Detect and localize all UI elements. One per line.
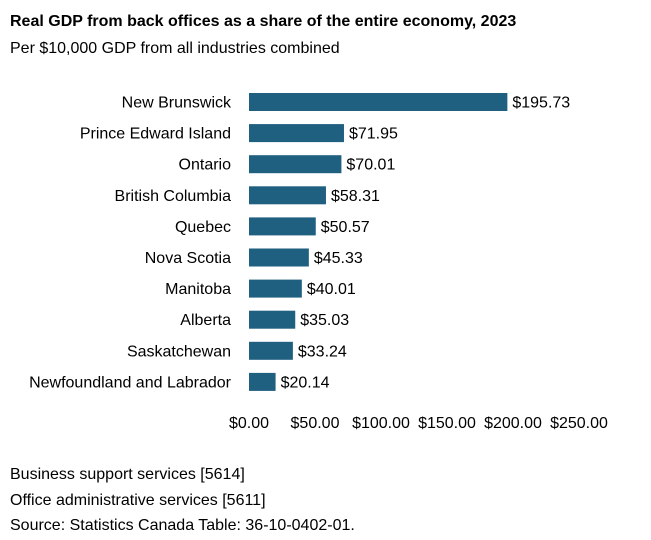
- category-label-saskatchewan: Saskatchewan: [127, 343, 231, 360]
- note-source: Source: Statistics Canada Table: 36-10-0…: [10, 517, 355, 534]
- value-label-prince-edward-island: $71.95: [349, 126, 398, 143]
- bar-newfoundland-and-labrador: [249, 372, 276, 391]
- category-label-quebec: Quebec: [175, 219, 231, 236]
- value-label-manitoba: $40.01: [307, 281, 356, 298]
- category-label-ontario: Ontario: [179, 157, 232, 174]
- value-label-nova-scotia: $45.33: [314, 250, 363, 267]
- category-label-alberta: Alberta: [180, 312, 231, 329]
- value-label-alberta: $35.03: [300, 312, 349, 329]
- x-tick-label: $0.00: [229, 415, 269, 432]
- value-label-newfoundland-and-labrador: $20.14: [281, 374, 330, 391]
- chart-notes: Business support services [5614] Office …: [10, 462, 355, 539]
- value-label-ontario: $70.01: [346, 157, 395, 174]
- bar-british-columbia: [249, 186, 326, 205]
- bar-saskatchewan: [249, 341, 293, 360]
- bar-ontario: [249, 155, 342, 174]
- x-tick-label: $50.00: [291, 415, 340, 432]
- chart-subtitle: Per $10,000 GDP from all industries comb…: [10, 40, 340, 57]
- category-label-newfoundland-and-labrador: Newfoundland and Labrador: [29, 374, 232, 391]
- x-tick-label: $100.00: [352, 415, 410, 432]
- bar-quebec: [249, 217, 316, 236]
- value-label-quebec: $50.57: [321, 219, 370, 236]
- chart-title: Real GDP from back offices as a share of…: [10, 13, 517, 30]
- x-tick-label: $150.00: [418, 415, 476, 432]
- category-label-new-brunswick: New Brunswick: [122, 95, 232, 112]
- x-tick-label: $200.00: [484, 415, 542, 432]
- category-label-prince-edward-island: Prince Edward Island: [80, 126, 231, 143]
- category-label-nova-scotia: Nova Scotia: [145, 250, 231, 267]
- bar-manitoba: [249, 279, 302, 298]
- value-label-british-columbia: $58.31: [331, 188, 380, 205]
- note-business-support: Business support services [5614]: [10, 466, 245, 483]
- x-tick-label: $250.00: [550, 415, 608, 432]
- bar-chart: New Brunswick $195.73 Prince Edward Island…: [29, 93, 608, 432]
- value-label-new-brunswick: $195.73: [512, 95, 570, 112]
- bar-nova-scotia: [249, 248, 309, 267]
- note-office-administrative: Office administrative services [5611]: [10, 491, 266, 509]
- category-label-british-columbia: British Columbia: [115, 188, 232, 205]
- bar-alberta: [249, 310, 296, 329]
- bar-prince-edward-island: [249, 124, 344, 143]
- value-label-saskatchewan: $33.24: [298, 343, 347, 360]
- category-label-manitoba: Manitoba: [165, 281, 231, 298]
- bar-new-brunswick: [249, 93, 508, 111]
